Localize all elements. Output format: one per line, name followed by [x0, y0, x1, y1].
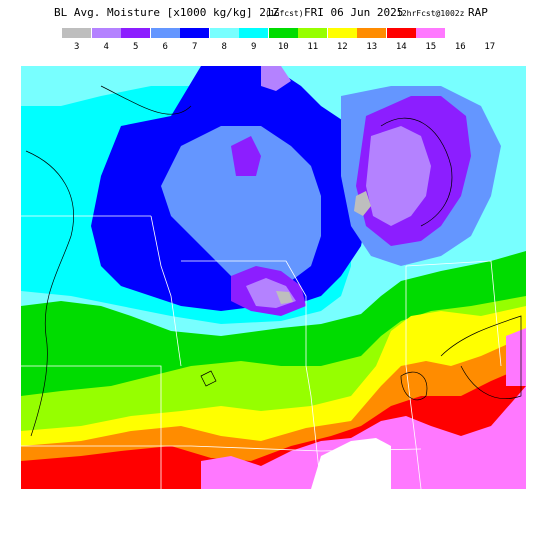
legend-label: 12 [336, 42, 348, 52]
moisture-map [21, 66, 526, 489]
contour-north [100, 85, 192, 115]
state-borders [21, 215, 502, 489]
map-svg [21, 66, 526, 489]
legend-label: 5 [133, 42, 139, 52]
field-pink-band [201, 386, 526, 489]
legend-label: 3 [74, 42, 80, 52]
field-gray-east [354, 191, 371, 216]
color-legend: 3 4 5 6 7 8 9 10 11 12 13 14 15 16 17 [0, 26, 548, 56]
legend-label: 17 [484, 42, 496, 52]
legend-label: 8 [221, 42, 227, 52]
legend-swatch [386, 28, 416, 38]
legend-label: 13 [366, 42, 378, 52]
legend-swatch [209, 28, 239, 38]
legend-label: 15 [425, 42, 437, 52]
border-east [405, 266, 422, 489]
title-forecast-hour: (16fcst) [265, 9, 304, 18]
field-lavender-east [366, 126, 431, 226]
title-model: RAP [468, 6, 488, 19]
legend-swatch [91, 28, 121, 38]
moisture-fields [21, 66, 526, 489]
legend-swatch [327, 28, 357, 38]
legend-swatch [357, 28, 386, 38]
legend-swatch [62, 28, 91, 38]
legend-label: 6 [162, 42, 168, 52]
field-gray-south [276, 291, 293, 304]
legend-swatch [150, 28, 180, 38]
contour-west [25, 150, 74, 437]
field-purple-top [261, 66, 291, 91]
title-main: BL Avg. Moisture [x1000 kg/kg] 21Z [54, 6, 280, 19]
legend-label: 10 [277, 42, 289, 52]
title-run: 12hrFcst@1002z [397, 9, 465, 18]
legend-swatch [268, 28, 298, 38]
terrain-contours [25, 85, 522, 437]
map-title: BL Avg. Moisture [x1000 kg/kg] 21Z (16fc… [0, 6, 548, 22]
legend-label: 7 [192, 42, 198, 52]
contour-east-lake [380, 117, 453, 227]
legend-swatch [121, 28, 150, 38]
legend-swatch [239, 28, 268, 38]
title-date: FRI 06 Jun 2025 [304, 6, 404, 19]
contour-blob-1 [200, 370, 217, 387]
legend-swatch [298, 28, 327, 38]
field-purple-north [231, 136, 261, 176]
legend-swatch [416, 28, 445, 38]
border-mid-west [21, 365, 162, 489]
field-steelblue-inner [161, 126, 321, 286]
legend-label: 16 [454, 42, 466, 52]
field-pink-right-edge [506, 328, 526, 386]
legend-label: 4 [103, 42, 109, 52]
field-white-hole [311, 438, 391, 489]
border-south [21, 445, 422, 452]
legend-label: 11 [307, 42, 319, 52]
border-ohio [405, 260, 502, 367]
legend-swatch [180, 28, 209, 38]
legend-label: 9 [251, 42, 257, 52]
legend-label: 14 [395, 42, 407, 52]
contour-southeast [440, 315, 522, 399]
border-central [181, 260, 322, 489]
border-iowa [150, 215, 182, 367]
